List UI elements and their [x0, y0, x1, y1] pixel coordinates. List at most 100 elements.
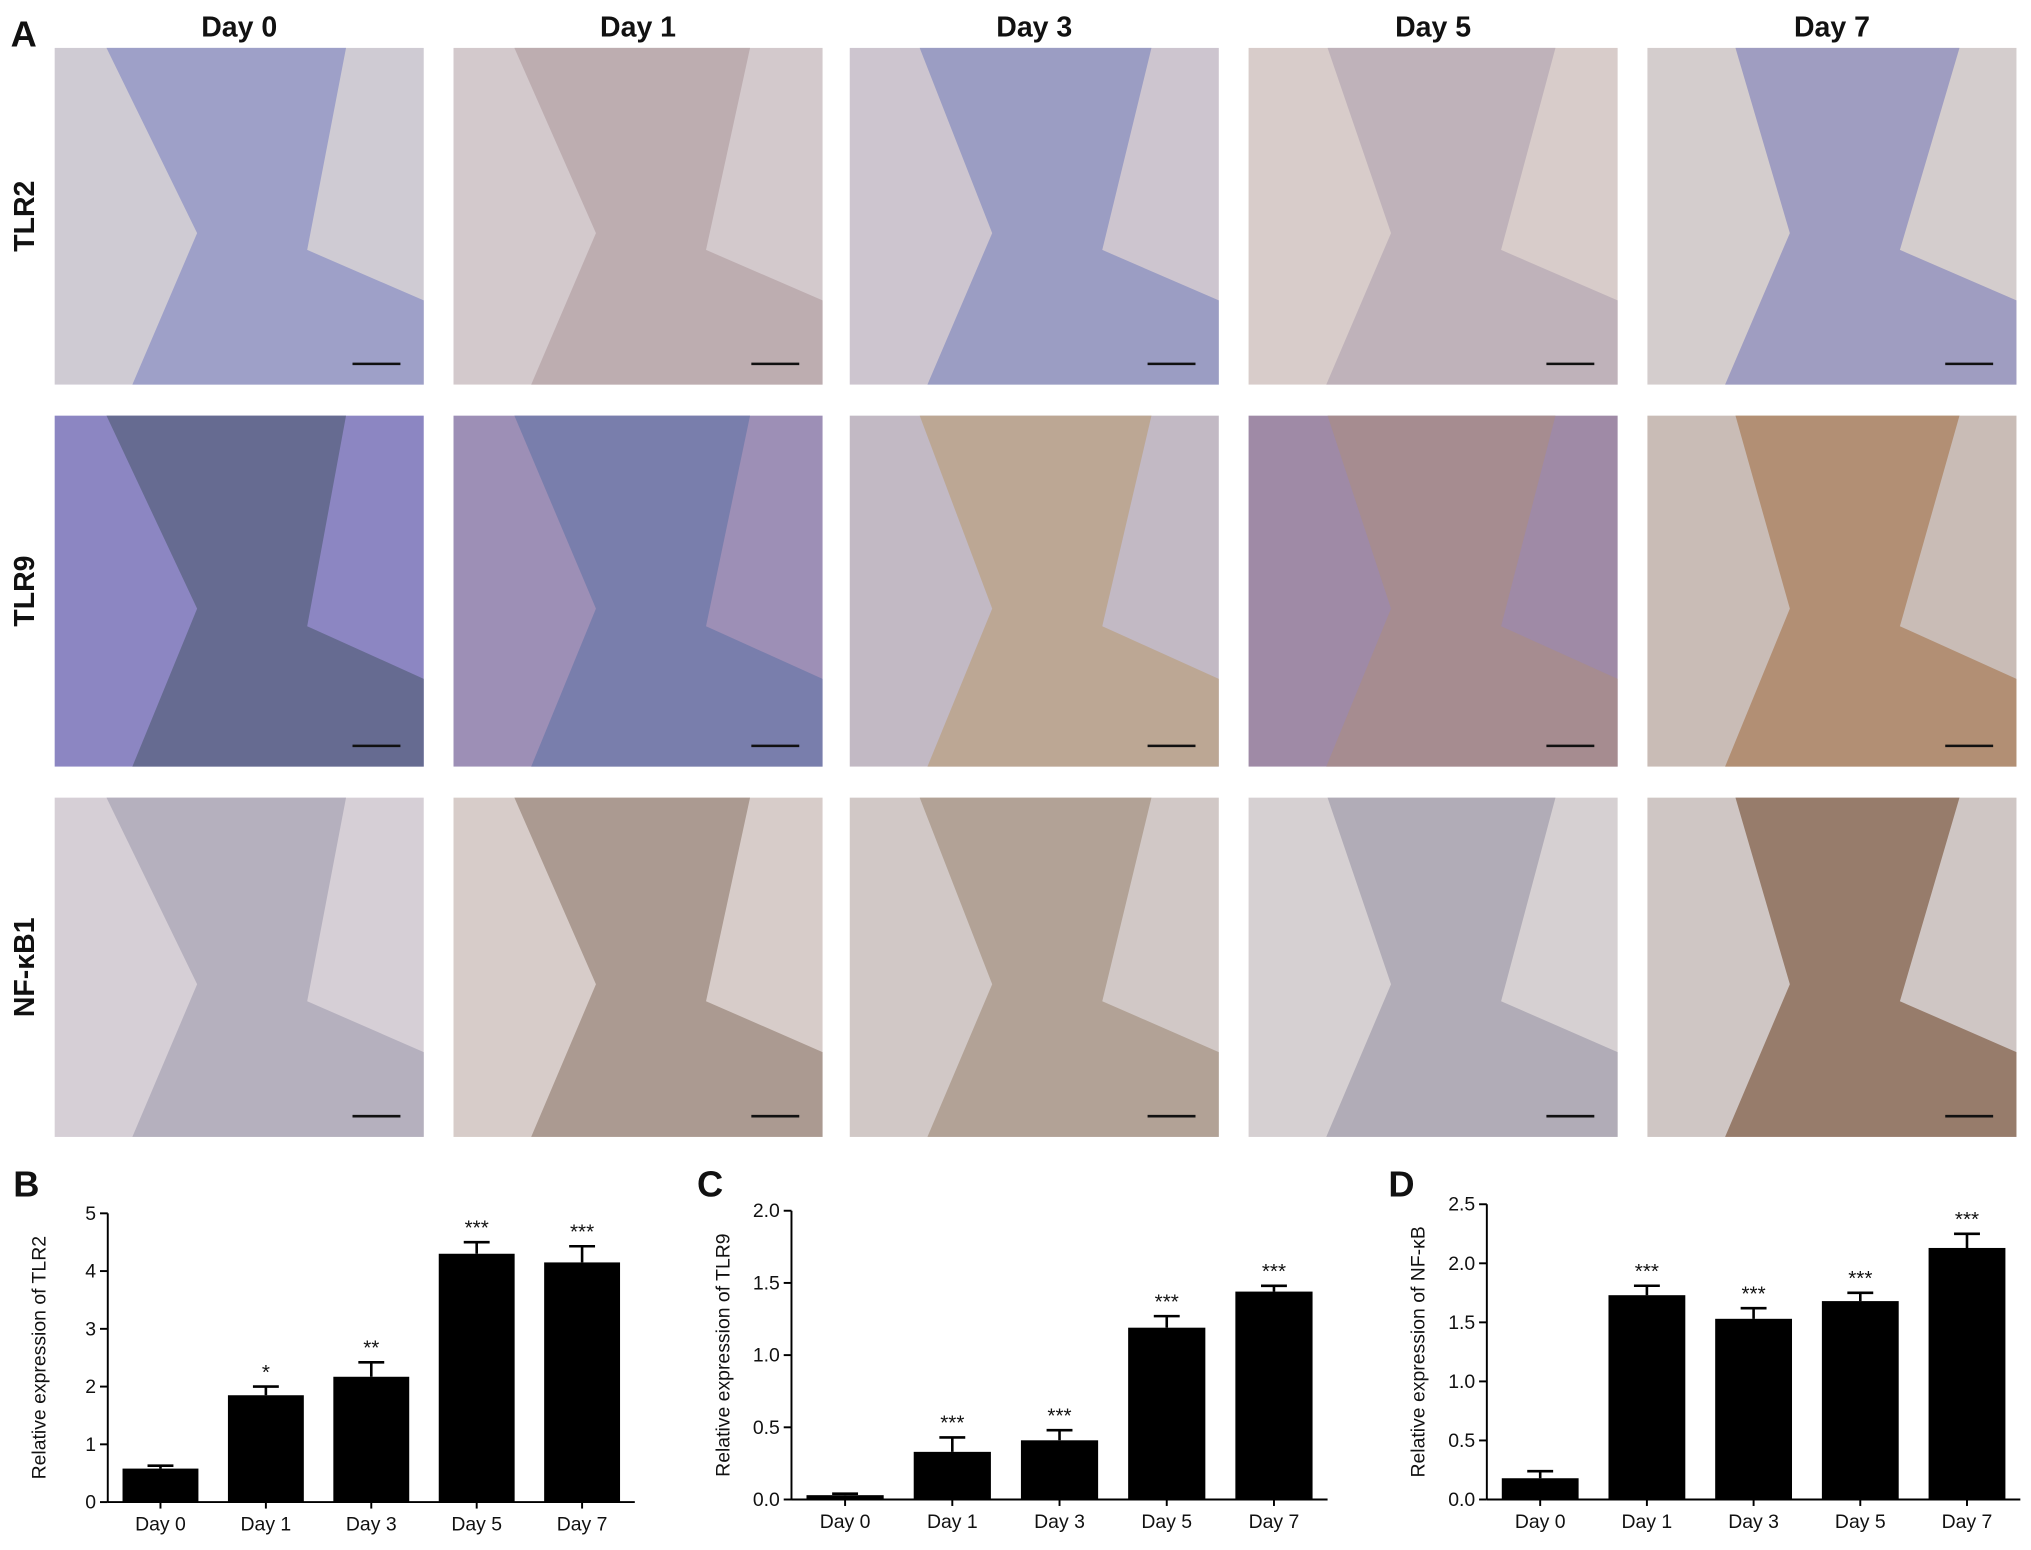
column-header: Day 1: [600, 11, 676, 43]
error-bar: [1740, 1306, 1767, 1319]
column-header: Day 0: [201, 11, 277, 43]
bar: [806, 1495, 884, 1500]
significance-label: **: [363, 1337, 379, 1360]
micrograph: [1248, 797, 1618, 1137]
tissue-region: [919, 415, 1219, 767]
tissue-region: [106, 47, 424, 385]
y-tick-label: 1.0: [753, 1345, 780, 1367]
error-bar: [1954, 1232, 1980, 1248]
micrograph: [849, 415, 1219, 767]
y-tick-label: 0: [85, 1492, 96, 1514]
bar: [1235, 1291, 1313, 1500]
error-bar: [1261, 1284, 1287, 1292]
row-label: TLR2: [9, 181, 41, 252]
error-bar: [1046, 1428, 1073, 1441]
significance-label: *: [262, 1361, 270, 1384]
x-tick-label: Day 7: [1942, 1511, 1993, 1533]
y-tick-label: 0.5: [753, 1417, 780, 1439]
y-axis-label: Relative expression of TLR2: [29, 1236, 51, 1479]
x-tick-label: Day 1: [241, 1514, 292, 1536]
error-bar: [832, 1492, 859, 1496]
panel-label: A: [11, 14, 37, 55]
micrograph: [1647, 47, 2017, 385]
micrograph: [1647, 415, 2017, 767]
bar: [913, 1451, 991, 1500]
error-bar: [1153, 1314, 1180, 1328]
y-tick-label: 1.5: [753, 1272, 780, 1294]
micrograph: [849, 797, 1219, 1137]
bar: [1821, 1301, 1899, 1500]
bar: [1928, 1247, 2006, 1500]
error-bar: [1847, 1291, 1874, 1302]
error-bar: [147, 1464, 174, 1469]
tissue-region: [919, 47, 1219, 385]
micrograph: [54, 415, 424, 767]
tissue-region: [106, 415, 424, 767]
significance-label: ***: [1955, 1208, 1979, 1231]
error-bar: [463, 1240, 490, 1254]
significance-label: ***: [1262, 1260, 1286, 1283]
bar: [1020, 1440, 1099, 1500]
y-tick-label: 2.0: [1448, 1253, 1475, 1275]
bar: [544, 1262, 621, 1503]
x-tick-label: Day 0: [1515, 1511, 1566, 1533]
y-tick-label: 2.0: [753, 1200, 780, 1222]
y-axis-label: Relative expression of NF-κB: [1408, 1226, 1430, 1477]
micrograph: [54, 797, 424, 1137]
x-tick-label: Day 5: [1141, 1511, 1192, 1533]
x-tick-label: Day 3: [1034, 1511, 1085, 1533]
y-tick-label: 3: [85, 1318, 96, 1340]
y-tick-label: 1.0: [1448, 1371, 1475, 1393]
significance-label: ***: [1155, 1290, 1179, 1313]
micrograph: [1647, 797, 2017, 1137]
error-bar: [1633, 1284, 1660, 1296]
y-tick-label: 1: [85, 1434, 96, 1456]
x-tick-label: Day 7: [1249, 1511, 1300, 1533]
x-tick-label: Day 5: [1835, 1511, 1886, 1533]
micrograph: [54, 47, 424, 385]
significance-label: ***: [1635, 1260, 1659, 1283]
tissue-region: [919, 797, 1219, 1137]
bar: [1501, 1478, 1579, 1500]
micrograph: [1248, 415, 1618, 767]
micrograph: [453, 415, 823, 767]
y-tick-label: 2.5: [1448, 1194, 1475, 1216]
column-header: Day 7: [1794, 11, 1870, 43]
error-bar: [939, 1436, 966, 1452]
tissue-region: [514, 47, 823, 385]
significance-label: ***: [570, 1220, 594, 1243]
significance-label: ***: [465, 1216, 489, 1239]
tissue-region: [1326, 415, 1618, 767]
y-tick-label: 5: [85, 1203, 96, 1225]
error-bar: [358, 1361, 385, 1377]
error-bar: [1527, 1469, 1554, 1479]
row-label: NF-κB1: [9, 917, 41, 1017]
y-tick-label: 2: [85, 1376, 96, 1398]
bar: [333, 1376, 410, 1503]
y-tick-label: 0.0: [753, 1489, 780, 1511]
bar: [1715, 1318, 1793, 1500]
significance-label: ***: [1848, 1267, 1872, 1290]
tissue-region: [1725, 797, 2017, 1137]
x-tick-label: Day 1: [1622, 1511, 1673, 1533]
tissue-region: [1725, 415, 2017, 767]
panel-label: C: [697, 1163, 723, 1204]
x-tick-label: Day 3: [1728, 1511, 1779, 1533]
y-axis-label: Relative expression of TLR9: [712, 1233, 734, 1476]
x-tick-label: Day 0: [135, 1514, 186, 1536]
x-tick-label: Day 1: [927, 1511, 978, 1533]
bar: [1608, 1295, 1686, 1500]
significance-label: ***: [1742, 1282, 1766, 1305]
significance-label: ***: [940, 1412, 964, 1435]
y-tick-label: 0.0: [1448, 1489, 1475, 1511]
tissue-region: [1326, 797, 1618, 1137]
x-tick-label: Day 0: [820, 1511, 871, 1533]
micrograph: [453, 797, 823, 1137]
column-header: Day 3: [996, 11, 1072, 43]
y-tick-label: 0.5: [1448, 1430, 1475, 1452]
x-tick-label: Day 5: [451, 1514, 502, 1536]
y-tick-label: 1.5: [1448, 1312, 1475, 1334]
bar: [1128, 1327, 1206, 1500]
bar: [227, 1395, 304, 1503]
